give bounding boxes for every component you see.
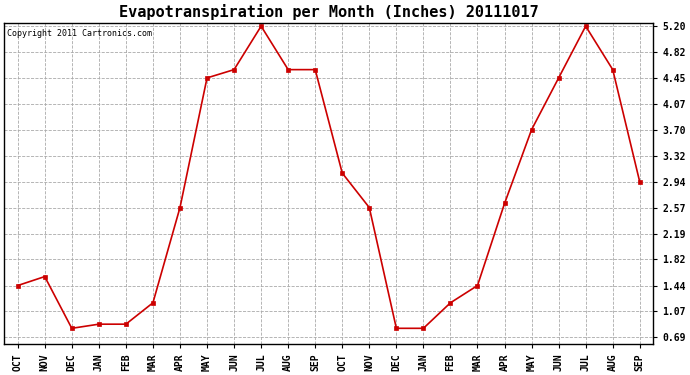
Text: Copyright 2011 Cartronics.com: Copyright 2011 Cartronics.com	[8, 29, 152, 38]
Title: Evapotranspiration per Month (Inches) 20111017: Evapotranspiration per Month (Inches) 20…	[119, 4, 539, 20]
